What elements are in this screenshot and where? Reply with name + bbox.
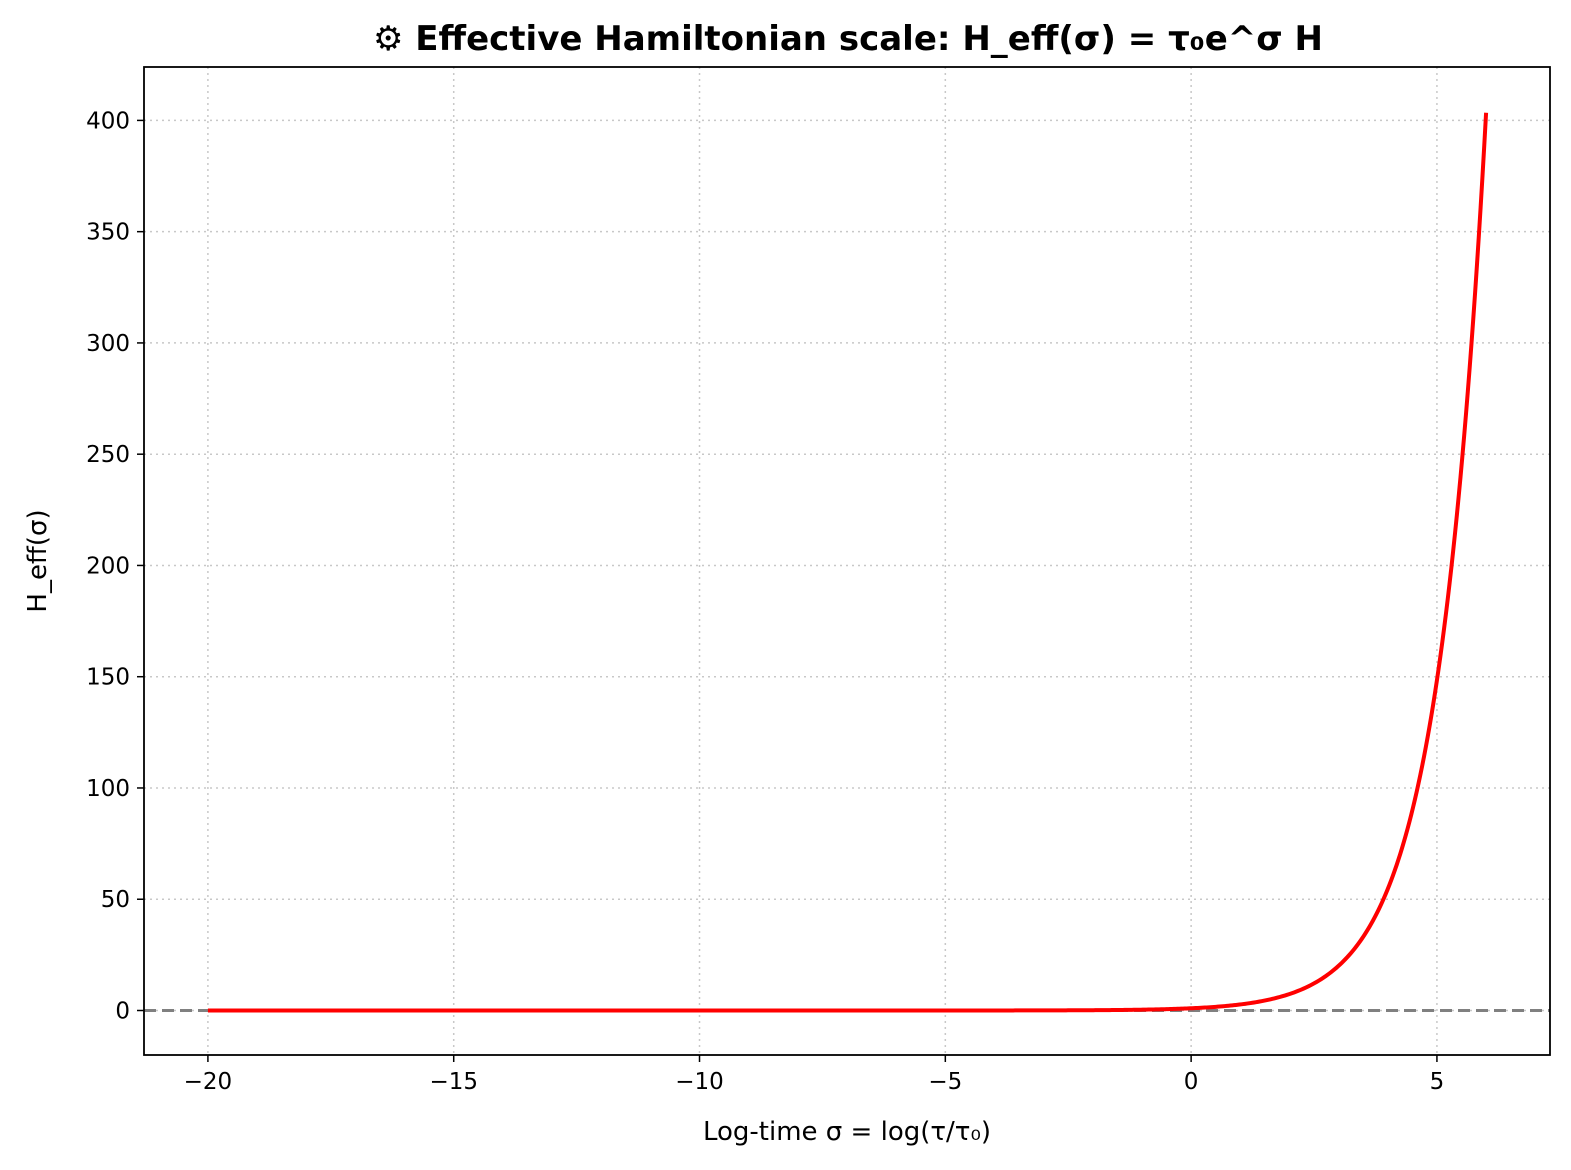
- y-tick-label: 350: [86, 220, 130, 246]
- y-axis-label: H_eff(σ): [23, 509, 53, 612]
- x-tick-label: −5: [928, 1069, 962, 1095]
- x-tick-label: −20: [184, 1069, 233, 1095]
- y-tick-label: 50: [101, 887, 130, 913]
- series-line: [207, 112, 1489, 1013]
- y-tick-label: 200: [86, 553, 130, 579]
- x-axis-label: Log-time σ = log(τ/τ₀): [703, 1117, 991, 1147]
- y-tick-label: 300: [86, 331, 130, 357]
- y-tick-label: 400: [86, 108, 130, 134]
- x-tick-label: −15: [429, 1069, 478, 1095]
- y-tick-label: 100: [86, 776, 130, 802]
- chart-title: ⚙ Effective Hamiltonian scale: H_eff(σ) …: [373, 19, 1323, 59]
- series-group: [207, 112, 1489, 1013]
- x-tick-label: −10: [675, 1069, 724, 1095]
- grid: [144, 67, 1550, 1055]
- y-tick-label: 0: [115, 998, 130, 1024]
- x-tick-label: 0: [1184, 1069, 1199, 1095]
- x-tick-label: 5: [1430, 1069, 1445, 1095]
- y-tick-label: 250: [86, 442, 130, 468]
- plot-frame: [143, 66, 1551, 1056]
- y-tick-label: 150: [86, 665, 130, 691]
- x-axis-ticks: −20 −15 −10 −5 0 5: [184, 1055, 1445, 1095]
- y-axis-ticks: 0 50 100 150 200 250 300 350 400: [86, 108, 144, 1024]
